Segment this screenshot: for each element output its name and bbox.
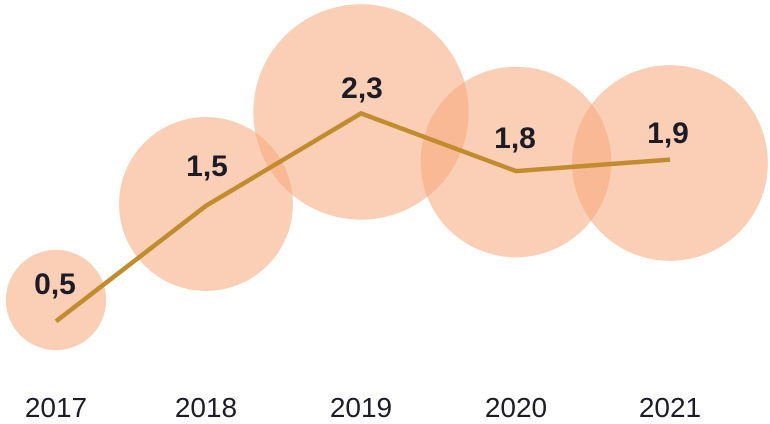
year-label-2020: 2020	[485, 392, 547, 423]
value-label-2017: 0,5	[34, 268, 76, 301]
value-label-2020: 1,8	[494, 122, 536, 155]
year-label-2017: 2017	[25, 392, 87, 423]
bubble-2020	[420, 66, 612, 258]
year-label-2019: 2019	[330, 392, 392, 423]
bubble-2017	[5, 249, 107, 351]
bubble-2021	[572, 65, 768, 261]
value-label-2021: 1,9	[647, 117, 689, 150]
value-label-2018: 1,5	[186, 150, 228, 183]
year-label-2018: 2018	[175, 392, 237, 423]
value-label-2019: 2,3	[341, 72, 383, 105]
year-label-2021: 2021	[639, 392, 701, 423]
trend-line	[54, 110, 671, 324]
